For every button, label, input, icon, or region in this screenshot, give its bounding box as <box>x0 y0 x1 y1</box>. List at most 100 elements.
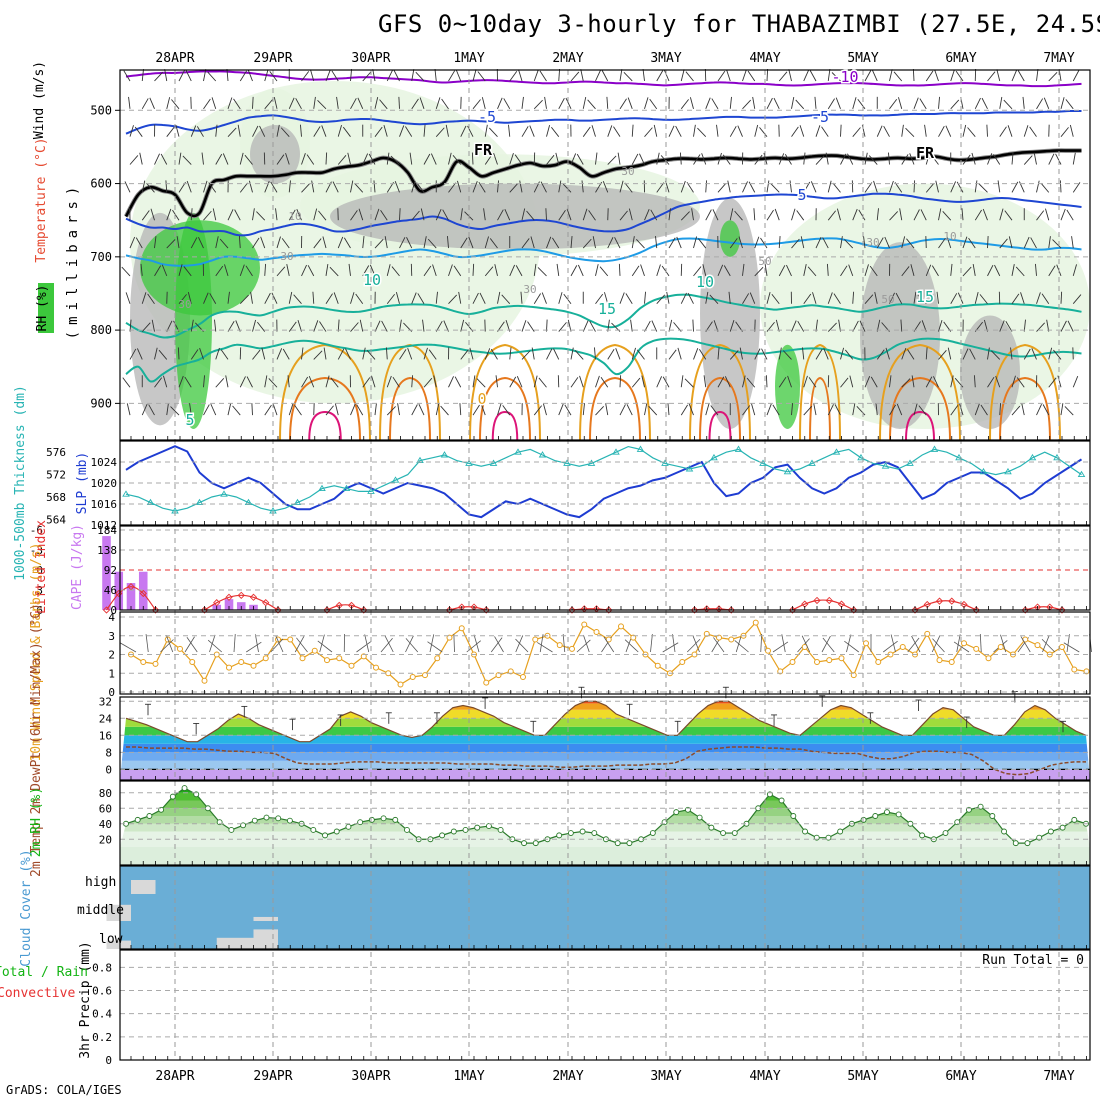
wind-point <box>152 660 159 667</box>
upper-wind-barb <box>857 98 866 110</box>
upper-wind-barb <box>154 265 162 277</box>
date-label-top: 5MAY <box>847 51 878 66</box>
upper-wind-barb <box>836 208 841 221</box>
upper-wind-barb <box>435 209 442 221</box>
upper-wind-barb <box>888 152 890 165</box>
upper-wind-barb <box>252 96 254 109</box>
rh-point <box>556 832 563 839</box>
wind-point <box>177 645 183 652</box>
upper-wind-barb <box>803 375 808 388</box>
upper-wind-barb <box>766 403 772 416</box>
upper-wind-barb <box>833 293 841 304</box>
upper-wind-barb <box>514 154 523 165</box>
upper-wind-barb <box>508 124 511 137</box>
upper-wind-barb <box>627 97 633 109</box>
upper-wind-barb <box>702 264 707 276</box>
upper-wind-barb <box>864 264 869 277</box>
upper-wind-barb <box>697 127 707 137</box>
wind-point <box>336 655 343 662</box>
wind-point <box>1034 642 1041 649</box>
upper-wind-barb <box>178 264 183 276</box>
upper-wind-barb <box>288 321 297 332</box>
upper-wind-barb <box>570 153 577 165</box>
upper-wind-barb <box>876 237 884 249</box>
upper-wind-barb <box>1057 375 1062 388</box>
upper-wind-barb <box>680 375 684 388</box>
rh-point <box>696 814 703 821</box>
date-label-bottom: 7MAY <box>1043 1069 1074 1084</box>
upper-wind-barb <box>385 347 388 360</box>
upper-wind-barb <box>759 127 768 137</box>
cape-tick: 138 <box>97 544 117 557</box>
upper-wind-barb <box>913 97 919 109</box>
upper-wind-barb <box>447 236 449 249</box>
upper-wind-barb <box>987 71 996 82</box>
thickness-marker <box>195 498 204 506</box>
rh-point <box>404 827 410 833</box>
upper-wind-barb <box>1045 208 1050 221</box>
upper-wind-barb <box>493 153 498 165</box>
upper-wind-barb <box>950 181 957 193</box>
upper-wind-barb <box>825 152 829 165</box>
rh-contour-label: 50 <box>881 293 894 306</box>
wind-point <box>348 662 355 669</box>
wind-barb <box>254 634 259 653</box>
wind-barb <box>772 641 789 653</box>
panel-frame <box>119 865 1091 950</box>
wind-point <box>654 662 661 669</box>
upper-wind-barb <box>533 375 538 388</box>
upper-wind-barb <box>942 210 952 221</box>
date-label-bottom: 1MAY <box>453 1069 484 1084</box>
thickness-marker <box>220 490 228 497</box>
upper-wind-barb <box>791 96 795 109</box>
upper-wind-barb <box>1060 97 1065 109</box>
upper-wind-barb <box>630 319 633 332</box>
upper-wind-barb <box>699 348 707 360</box>
wind-barb <box>1020 636 1031 653</box>
upper-wind-barb <box>455 69 462 82</box>
upper-wind-barb <box>311 180 315 193</box>
upper-wind-barb <box>1060 291 1063 304</box>
isotherm-label: 0 <box>477 390 486 408</box>
upper-wind-barb <box>521 96 524 109</box>
upper-wind-barb <box>1023 155 1033 165</box>
wind-barb <box>494 636 504 653</box>
isotherm-30 <box>491 410 519 441</box>
upper-wind-barb <box>533 293 541 304</box>
upper-wind-barb <box>386 152 390 165</box>
upper-wind-barb <box>640 264 645 277</box>
thickness-marker <box>661 459 669 466</box>
upper-wind-barb <box>617 152 621 165</box>
upper-wind-barb <box>1022 96 1025 109</box>
upper-wind-barb <box>625 293 633 304</box>
upper-wind-barb <box>264 375 268 388</box>
lifted-index-line <box>449 606 487 611</box>
upper-wind-barb <box>626 404 633 416</box>
cloud-middle-label: middle <box>77 903 124 918</box>
upper-wind-barb <box>864 182 873 193</box>
rh-contour-label: 30 <box>280 250 293 263</box>
upper-wind-barb <box>815 319 818 332</box>
wind-barb <box>781 634 786 653</box>
upper-wind-barb <box>435 127 445 137</box>
wind-barb <box>427 641 443 653</box>
rh-point <box>286 817 293 824</box>
upper-wind-barb <box>705 291 709 304</box>
upper-wind-barb <box>711 98 719 110</box>
upper-wind-barb <box>386 375 392 388</box>
upper-wind-barb <box>555 152 560 165</box>
upper-wind-barb <box>849 375 854 388</box>
upper-wind-barb <box>325 152 328 165</box>
upper-wind-barb <box>423 153 431 165</box>
upper-wind-barb <box>893 71 903 82</box>
upper-wind-barb <box>752 96 756 109</box>
upper-wind-barb <box>460 319 465 332</box>
rh-point <box>567 830 574 836</box>
upper-wind-barb <box>430 153 437 165</box>
lifted-index-line <box>326 604 365 611</box>
upper-wind-barb <box>394 180 400 193</box>
thickness-marker <box>759 459 767 466</box>
upper-wind-barb <box>883 125 890 137</box>
isotherm-20 <box>989 343 1061 441</box>
wind-point <box>765 647 771 654</box>
